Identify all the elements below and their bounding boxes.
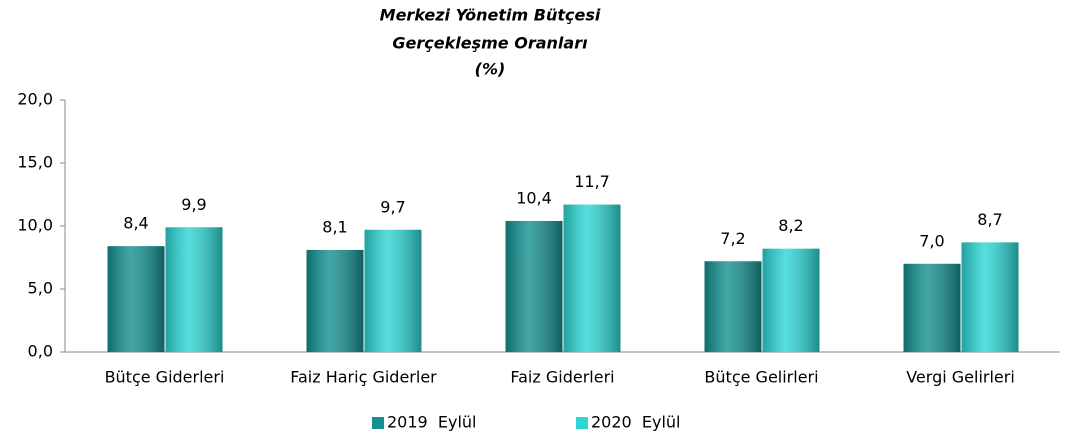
y-tick-label: 5,0 [28, 279, 53, 298]
x-tick-label: Faiz Giderleri [510, 368, 614, 387]
value-label: 7,2 [720, 229, 745, 248]
value-label: 8,7 [977, 210, 1002, 229]
value-label: 8,4 [123, 214, 148, 233]
bar-shade [762, 248, 820, 352]
bar-shade [563, 204, 621, 352]
x-tick-label: Bütçe Giderleri [105, 368, 225, 387]
legend-label: 2019 Eylül [387, 413, 477, 432]
value-label: 10,4 [516, 188, 552, 207]
bar-shade [107, 246, 165, 352]
y-tick-label: 0,0 [28, 342, 53, 361]
x-tick-label: Bütçe Gelirleri [704, 368, 818, 387]
bar-shade [704, 261, 762, 352]
bar-shade [961, 242, 1019, 352]
legend-label: 2020 Eylül [591, 413, 681, 432]
chart-title: Gerçekleşme Oranları [392, 34, 588, 53]
value-label: 7,0 [919, 231, 944, 250]
value-label: 8,2 [778, 216, 803, 235]
legend-swatch [576, 417, 588, 429]
value-label: 9,9 [181, 195, 206, 214]
y-tick-label: 15,0 [17, 153, 53, 172]
chart-title: (%) [475, 60, 506, 79]
bar-shade [165, 227, 223, 352]
x-tick-label: Vergi Gelirleri [906, 368, 1015, 387]
x-tick-label: Faiz Hariç Giderler [290, 368, 437, 387]
y-tick-label: 20,0 [17, 90, 53, 109]
bar-shade [364, 229, 422, 352]
value-label: 8,1 [322, 217, 347, 236]
value-label: 11,7 [574, 172, 610, 191]
bar-shade [903, 263, 961, 352]
bar-shade [306, 249, 364, 352]
value-label: 9,7 [380, 197, 405, 216]
bar-shade [505, 220, 563, 352]
chart-title: Merkezi Yönetim Bütçesi [380, 6, 601, 25]
legend-swatch [372, 417, 384, 429]
y-tick-label: 10,0 [17, 216, 53, 235]
